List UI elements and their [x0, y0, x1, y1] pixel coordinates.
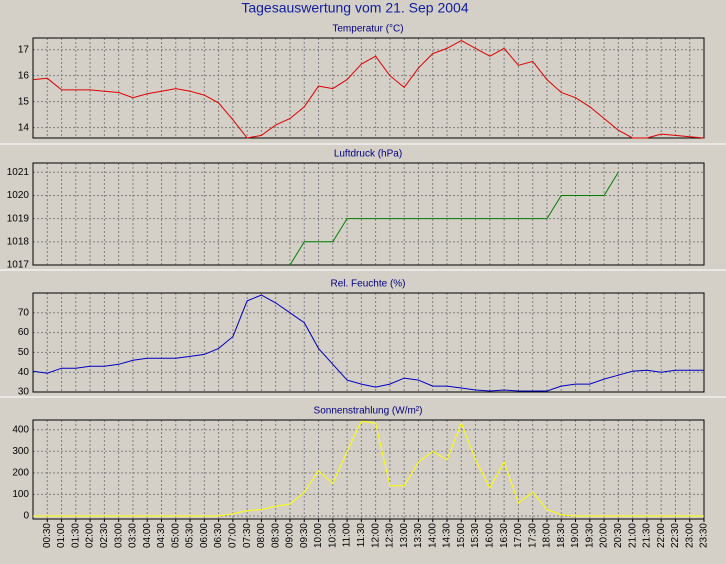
x-tick-label: 15:30: [470, 523, 481, 548]
data-line: [33, 420, 704, 517]
x-tick-label: 15:00: [456, 523, 467, 548]
data-line: [32, 40, 705, 139]
x-tick-label: 01:00: [56, 523, 67, 548]
data-line: [32, 294, 704, 392]
x-tick-label: 05:00: [170, 523, 181, 548]
x-tick-label: 04:00: [142, 523, 153, 548]
y-tick-label: 50: [18, 347, 30, 358]
x-tick-label: 10:30: [327, 523, 338, 548]
x-tick-label: 22:00: [656, 523, 667, 548]
x-tick-label: 16:30: [499, 523, 510, 548]
x-tick-label: 16:00: [484, 523, 495, 548]
y-tick-label: 300: [12, 446, 29, 457]
x-tick-label: 09:30: [299, 523, 310, 548]
x-tick-label: 02:30: [99, 523, 110, 548]
x-tick-label: 11:00: [342, 523, 353, 548]
plot-frame: [32, 419, 705, 520]
x-tick-label: 06:30: [213, 523, 224, 548]
x-tick-label: 08:00: [256, 523, 267, 548]
x-tick-label: 12:30: [385, 523, 396, 548]
y-tick-label: 30: [18, 387, 30, 398]
chart-title: Tagesauswertung vom 21. Sep 2004: [241, 0, 468, 16]
y-tick-label: 70: [18, 307, 30, 318]
y-tick-label: 60: [18, 327, 30, 338]
y-tick-label: 14: [18, 122, 30, 133]
x-tick-label: 06:00: [199, 523, 210, 548]
y-tick-label: 16: [18, 70, 30, 81]
plot-frame: [32, 162, 705, 266]
y-tick-label: 1019: [7, 213, 30, 224]
plot-frame: [32, 37, 705, 139]
y-tick-label: 1018: [7, 236, 30, 247]
y-tick-label: 17: [18, 44, 30, 55]
x-tick-label: 08:30: [270, 523, 281, 548]
x-tick-label: 09:00: [285, 523, 296, 548]
x-tick-label: 14:30: [442, 523, 453, 548]
x-tick-label: 01:30: [70, 523, 81, 548]
x-tick-label: 12:00: [370, 523, 381, 548]
y-tick-label: 400: [12, 424, 29, 435]
x-tick-label: 20:30: [613, 523, 624, 548]
x-tick-label: 13:00: [399, 523, 410, 548]
x-tick-label: 11:30: [356, 523, 367, 548]
panel-title: Luftdruck (hPa): [334, 149, 402, 160]
x-tick-label: 18:00: [542, 523, 553, 548]
x-tick-label: 23:00: [684, 523, 695, 548]
x-tick-label: 02:00: [85, 523, 96, 548]
y-tick-label: 15: [18, 96, 30, 107]
y-tick-label: 0: [23, 511, 29, 522]
data-line: [289, 172, 619, 266]
panel-title: Temperatur (°C): [332, 24, 403, 35]
x-tick-label: 20:00: [599, 523, 610, 548]
y-tick-label: 40: [18, 367, 30, 378]
x-tick-label: 19:30: [584, 523, 595, 548]
x-tick-label: 21:00: [627, 523, 638, 548]
panel-title: Rel. Feuchte (%): [330, 279, 405, 290]
plot-frame: [32, 292, 705, 393]
x-tick-label: 17:30: [527, 523, 538, 548]
x-tick-label: 10:00: [313, 523, 324, 548]
x-tick-label: 05:30: [185, 523, 196, 548]
y-tick-label: 1017: [7, 260, 30, 271]
x-tick-label: 22:30: [670, 523, 681, 548]
y-tick-label: 100: [12, 489, 29, 500]
x-tick-label: 18:30: [556, 523, 567, 548]
y-tick-label: 1021: [7, 167, 30, 178]
x-tick-label: 07:30: [242, 523, 253, 548]
x-tick-label: 23:30: [699, 523, 710, 548]
x-tick-label: 21:30: [642, 523, 653, 548]
x-tick-label: 07:00: [228, 523, 239, 548]
y-tick-label: 1020: [7, 190, 30, 201]
x-tick-label: 00:30: [42, 523, 53, 548]
x-tick-label: 19:00: [570, 523, 581, 548]
x-tick-label: 04:30: [156, 523, 167, 548]
x-tick-label: 03:30: [128, 523, 139, 548]
y-tick-label: 200: [12, 467, 29, 478]
panel-title: Sonnenstrahlung (W/m²): [314, 406, 423, 417]
x-tick-label: 17:00: [513, 523, 524, 548]
x-tick-label: 03:00: [113, 523, 124, 548]
x-tick-label: 13:30: [413, 523, 424, 548]
x-tick-label: 14:00: [427, 523, 438, 548]
